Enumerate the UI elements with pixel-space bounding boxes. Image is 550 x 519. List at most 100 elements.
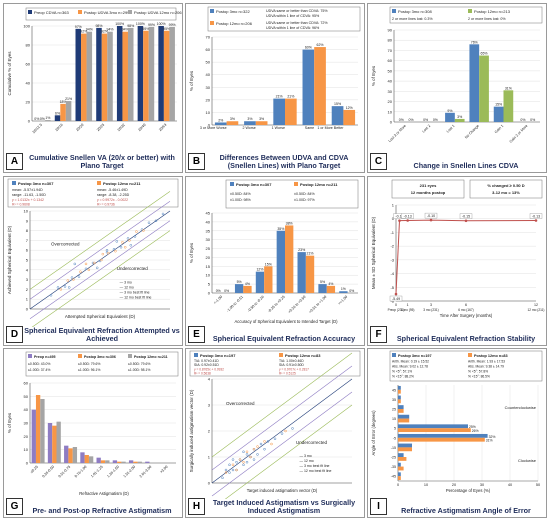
data-label: 95% [163,27,170,31]
x-tick-label: Lost 3 or More [388,124,407,143]
panel-b: Postop 3mo n=322 UDVA same or better than… [185,3,365,173]
data-label: 21% [287,95,294,99]
scatter-point [270,442,273,446]
stat-text: UDVA same or better than CDVA: 75% [266,9,328,13]
bar [493,106,504,122]
data-label: 21% [276,95,283,99]
data-label: 18% [60,100,67,104]
y-tick-label: 20 [206,255,211,260]
data-label: 38% [286,221,293,225]
tolerance-line [224,404,353,499]
legend-entry: — 3 mo [300,454,312,458]
x-tick-label: 20/12.5 [32,123,43,134]
y-tick-label: 30 [206,85,211,90]
stat-text: y = 1.0132x + 0.1342 [12,198,44,202]
legend-swatch [78,354,82,358]
annotation-clockwise: Clockwise [518,458,537,463]
legend-box [391,179,465,199]
y-tick-label: 30 [206,237,211,242]
y-tick-label: 1 [392,203,395,208]
y-tick-label: 5 [208,282,211,287]
legend-entry: Postop UDVA 3mo n=299 [84,10,130,15]
scatter-point [161,212,165,216]
data-label: 94% [107,28,114,32]
legend-entry: — 12 mo [120,286,134,290]
legend-swatch [97,181,101,185]
y-tick-label: 40 [388,79,393,84]
legend-entry: Postop 3mo n=197 [398,354,432,358]
bar [398,462,401,467]
data-point [406,219,409,222]
panel-title: Spherical Equivalent Refraction Accuracy [212,334,356,343]
stat-text: Arith. Mean: 0.19 ± 15.52 [392,360,429,364]
legend-swatch [210,21,214,25]
x-tick-label: ≤0.25 [30,465,39,474]
data-label: 0% [433,118,438,122]
data-point [429,218,433,222]
bar [72,447,78,463]
y-tick-label: 60 [24,381,29,386]
chart-g: Preop n=495 ≤0.50D: 43.0% ≤1.00D: 37.4% Pos… [7,351,179,496]
scatter-point [245,460,249,464]
legend-entry: 12 months postop [411,190,446,195]
y-tick-label: 5 [26,258,29,263]
data-label: 2% [218,118,223,122]
data-label: 0% [216,289,221,293]
x-tick-label: 20/40 [137,123,146,132]
x-tick-label: 30 [480,483,484,487]
stat-text: ≤1.00D: 37.4% [28,368,50,372]
bar [52,425,57,463]
stat-text: R² = 0.5125 [279,372,296,376]
data-label: 99% [148,23,155,27]
scatter-point [238,458,242,461]
y-tick-label: 60 [206,47,211,52]
scatter-point [72,278,75,281]
bar [314,47,326,125]
data-label: 1% [45,116,50,120]
scatter-point [235,468,238,472]
data-label: 98% [127,24,134,28]
legend-entry: Postop 3mo n=322 [216,9,250,14]
stat-text: TIA: 1.00±0.46D [279,359,304,363]
x-axis-label: Attempted Spherical Equivalent (D) [65,314,136,319]
legend-swatch [128,354,132,358]
legend-entry: Preop n=495 [34,355,55,359]
bar [454,118,465,122]
x-tick-label: 20/25 [96,123,105,132]
y-tick-label: 50 [24,394,29,399]
legend-entry: Postop 3mo n=197 [200,353,236,358]
bar [88,456,94,463]
legend-swatch [12,181,16,185]
legend-box [225,179,359,209]
y-tick-label: 0 [26,461,29,466]
bar [56,421,61,463]
bar [398,466,404,471]
data-label: 15% [334,102,341,106]
legend-swatch [468,353,472,357]
bar [398,447,412,452]
x-tick-label: 0.76-1.00 [74,465,88,479]
scatter-point [245,450,249,454]
bar [398,405,404,409]
scatter-point [70,276,74,279]
stat-text: ≤0.50D: 79.6% [128,362,150,366]
stat-text: SIA: 0.91±0.50D [279,363,304,367]
bar [86,31,93,122]
scatter-point [142,229,145,232]
y-tick-label: 60 [388,58,393,63]
y-tick-label: -1 [390,230,394,235]
panel-title: Pre- and Post-op Refractive Astigmatism [32,506,172,515]
y-tick-label: 3 [26,277,29,282]
legend-entry: Postop 12mo n=213 [474,9,511,14]
data-label: 3% [247,117,252,121]
data-label: 23% [298,248,305,252]
scatter-point [256,453,259,456]
legend-entry: — 12 mo [300,459,314,463]
y-tick-label: 0 [392,216,395,221]
y-tick-label: 6 [26,248,29,253]
scatter-point [147,221,151,225]
y-tick-label: 9 [26,218,29,223]
panel-d: Postop 3mo n=307 mean: -5.57±1.94D range: … [3,176,183,346]
legend-entry: Postop 12mo n=83 [474,354,508,358]
x-tick-label: 20/63 [158,123,167,132]
